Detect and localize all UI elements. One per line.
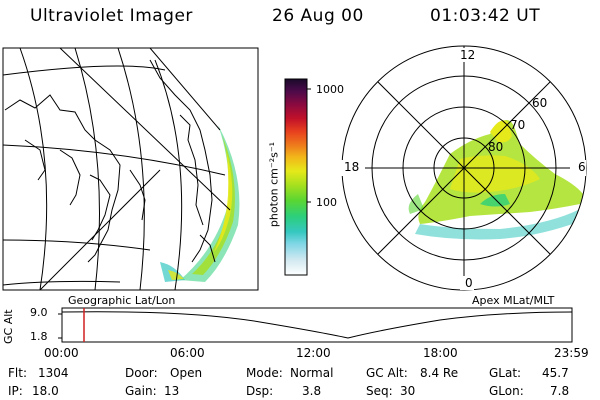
altitude-curve (61, 311, 573, 339)
aurora-emission-left (160, 125, 240, 282)
date-label: 26 Aug 00 (272, 6, 364, 26)
gcalt-label: GC Alt: (366, 366, 408, 380)
timeline-xtick-0000: 00:00 (44, 346, 79, 360)
timeline-xtick-2359: 23:59 (554, 346, 589, 360)
mode-value: Normal (290, 366, 334, 380)
mlt-label-12: 12 (460, 48, 476, 62)
polar-diagonal-2 (377, 81, 551, 255)
flt-value: 1304 (38, 366, 69, 380)
polar-plot (341, 45, 587, 291)
dsp-label: Dsp: (246, 384, 274, 398)
timeline-xtick-1200: 12:00 (296, 346, 331, 360)
dsp-value: 3.8 (302, 384, 322, 398)
colorbar-gradient (284, 78, 308, 276)
timeline-ytick-label-9: 9.0 (30, 306, 48, 319)
gain-value: 13 (164, 384, 180, 398)
polar-grid (341, 45, 587, 291)
altitude-timeline (58, 307, 573, 343)
time-label: 01:03:42 UT (430, 6, 541, 26)
gcalt-value: 8.4 Re (420, 366, 459, 380)
lat-label-70: 70 (510, 118, 526, 132)
polar-caption: Apex MLat/MLT (472, 294, 555, 307)
seq-value: 30 (400, 384, 416, 398)
door-label: Door: (125, 366, 158, 380)
colorbar (284, 78, 311, 276)
timeline-xtick-0600: 06:00 (170, 346, 205, 360)
lat-label-80: 80 (488, 140, 504, 154)
map-grid-lines (3, 48, 231, 290)
mlt-label-6: 6 (578, 160, 586, 174)
glon-value: 7.8 (550, 384, 570, 398)
timeline-ytick-label-1.8: 1.8 (30, 330, 48, 343)
mode-label: Mode: (246, 366, 283, 380)
door-value: Open (170, 366, 203, 380)
flt-label: Flt: (8, 366, 27, 380)
colorbar-tick-label-1000: 1000 (316, 83, 344, 96)
colorbar-unit-label: photon cm⁻²s⁻¹ (267, 141, 281, 228)
colorbar-tick-label-100: 100 (316, 196, 337, 209)
glon-label: GLon: (489, 384, 524, 398)
gain-label: Gain: (125, 384, 157, 398)
timeline-xtick-1800: 18:00 (423, 346, 458, 360)
mlt-label-0: 0 (465, 276, 473, 290)
mlt-label-18: 18 (344, 160, 360, 174)
instrument-title: Ultraviolet Imager (30, 6, 193, 26)
coastline-outlines (4, 59, 216, 263)
ip-label: IP: (8, 384, 23, 398)
glat-value: 45.7 (542, 366, 569, 380)
lat-label-60: 60 (532, 96, 548, 110)
timeline-frame (61, 307, 573, 343)
geographic-caption: Geographic Lat/Lon (68, 294, 176, 307)
seq-label: Seq: (366, 384, 393, 398)
glat-label: GLat: (489, 366, 522, 380)
ip-value: 18.0 (32, 384, 59, 398)
timeline-ylabel: GC Alt (2, 309, 15, 344)
